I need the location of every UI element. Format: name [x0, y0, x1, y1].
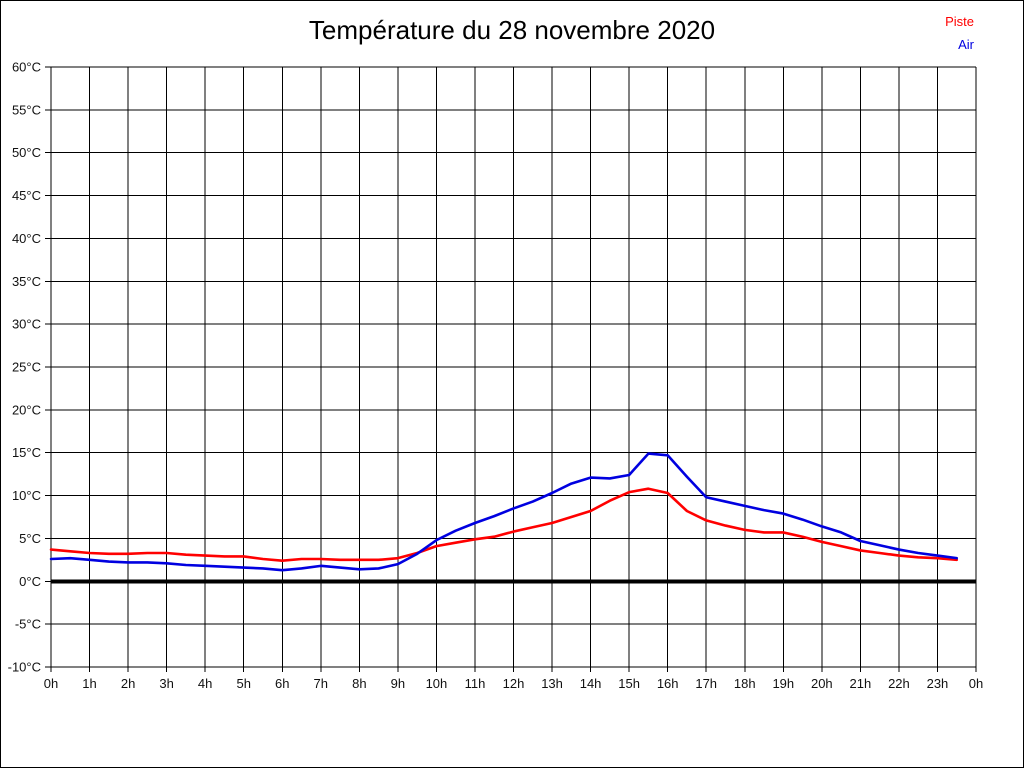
- svg-text:60°C: 60°C: [12, 60, 41, 75]
- svg-text:30°C: 30°C: [12, 317, 41, 332]
- svg-text:35°C: 35°C: [12, 274, 41, 289]
- svg-text:40°C: 40°C: [12, 231, 41, 246]
- svg-text:10h: 10h: [426, 676, 448, 691]
- x-axis-labels: 0h 1h 2h 3h 4h 5h 6h 7h 8h 9h 10h 11h 12h 13h 14h 15h 16…: [44, 676, 983, 691]
- svg-text:5°C: 5°C: [19, 531, 41, 546]
- legend-item-piste: Piste: [945, 14, 974, 29]
- svg-text:-5°C: -5°C: [15, 617, 41, 632]
- svg-text:16h: 16h: [657, 676, 679, 691]
- svg-text:18h: 18h: [734, 676, 756, 691]
- svg-text:2h: 2h: [121, 676, 135, 691]
- chart-title: Température du 28 novembre 2020: [308, 15, 716, 45]
- svg-text:10°C: 10°C: [12, 488, 41, 503]
- svg-text:6h: 6h: [275, 676, 289, 691]
- legend: Piste Air: [945, 10, 974, 56]
- svg-text:5h: 5h: [236, 676, 250, 691]
- y-axis-labels: 60°C 55°C 50°C 45°C 40°C 35°C 30°C 25°C 20°C 15°C…: [8, 60, 41, 675]
- svg-text:4h: 4h: [198, 676, 212, 691]
- svg-text:13h: 13h: [541, 676, 563, 691]
- svg-text:7h: 7h: [314, 676, 328, 691]
- svg-text:20h: 20h: [811, 676, 833, 691]
- svg-text:1h: 1h: [82, 676, 96, 691]
- svg-text:0h: 0h: [969, 676, 983, 691]
- series-piste-line: [49, 487, 959, 563]
- svg-text:15°C: 15°C: [12, 445, 41, 460]
- svg-text:25°C: 25°C: [12, 360, 41, 375]
- svg-text:9h: 9h: [391, 676, 405, 691]
- svg-text:50°C: 50°C: [12, 145, 41, 160]
- svg-text:15h: 15h: [618, 676, 640, 691]
- svg-text:21h: 21h: [850, 676, 872, 691]
- svg-text:55°C: 55°C: [12, 102, 41, 117]
- svg-text:0h: 0h: [44, 676, 58, 691]
- svg-text:20°C: 20°C: [12, 402, 41, 417]
- legend-item-air: Air: [958, 37, 974, 52]
- svg-text:11h: 11h: [465, 676, 486, 691]
- series-air-line: [49, 452, 959, 572]
- svg-text:3h: 3h: [159, 676, 173, 691]
- svg-text:14h: 14h: [580, 676, 602, 691]
- svg-text:12h: 12h: [503, 676, 525, 691]
- svg-text:17h: 17h: [695, 676, 717, 691]
- svg-text:0°C: 0°C: [19, 574, 41, 589]
- svg-text:19h: 19h: [772, 676, 794, 691]
- svg-text:22h: 22h: [888, 676, 910, 691]
- svg-text:8h: 8h: [352, 676, 366, 691]
- svg-text:23h: 23h: [927, 676, 949, 691]
- svg-text:45°C: 45°C: [12, 188, 41, 203]
- svg-text:-10°C: -10°C: [8, 660, 41, 675]
